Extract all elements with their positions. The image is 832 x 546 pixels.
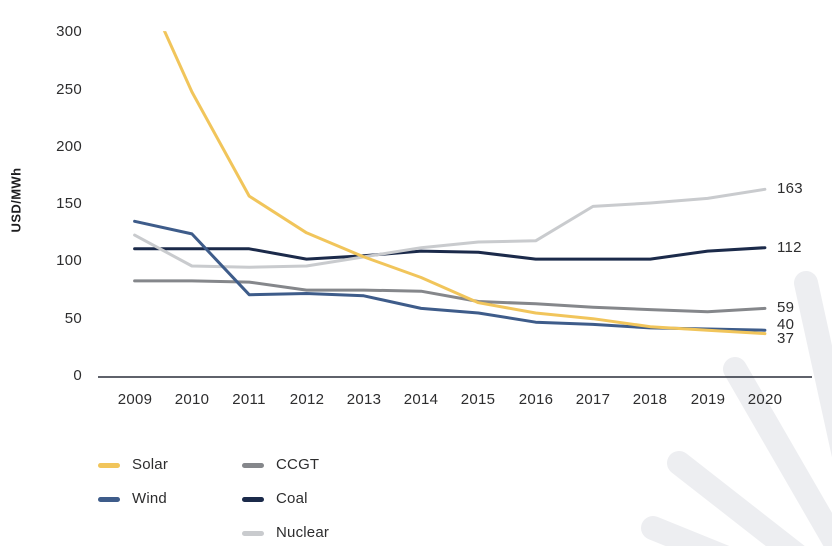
legend-swatch-solar [98, 462, 120, 468]
end-value-label-59: 59 [777, 299, 795, 316]
y-tick-label-50: 50 [64, 310, 82, 327]
y-tick-label-0: 0 [73, 367, 82, 384]
legend-label-coal: Coal [276, 490, 308, 507]
x-tick-label-2017: 2017 [575, 391, 611, 408]
y-tick-label-100: 100 [56, 252, 82, 269]
x-tick-label-2015: 2015 [460, 391, 496, 408]
x-tick-label-2011: 2011 [232, 391, 266, 408]
y-tick-label-250: 250 [56, 81, 82, 98]
x-tick-label-2019: 2019 [690, 391, 726, 408]
x-tick-label-2014: 2014 [403, 391, 439, 408]
legend-swatch-nuclear [242, 530, 264, 536]
legend-label-nuclear: Nuclear [276, 524, 330, 541]
end-value-label-112: 112 [777, 239, 802, 256]
legend-label-ccgt: CCGT [276, 456, 320, 473]
x-tick-label-2020: 2020 [747, 391, 783, 408]
legend-label-solar: Solar [132, 456, 169, 473]
legend-swatch-wind [98, 496, 120, 502]
legend-swatch-ccgt [242, 462, 264, 468]
x-tick-label-2018: 2018 [632, 391, 668, 408]
y-tick-label-300: 300 [56, 23, 82, 40]
x-tick-label-2009: 2009 [117, 391, 153, 408]
series-line-nuclear [133, 187, 767, 269]
x-tick-label-2016: 2016 [518, 391, 554, 408]
end-value-label-40: 40 [777, 316, 795, 333]
series-line-solar [162, 31, 767, 336]
series-line-ccgt [133, 279, 767, 314]
legend-swatch-coal [242, 496, 264, 502]
x-tick-label-2012: 2012 [289, 391, 325, 408]
end-value-label-163: 163 [777, 180, 803, 197]
x-tick-label-2010: 2010 [174, 391, 210, 408]
end-value-label-37: 37 [777, 330, 795, 347]
series-line-coal [133, 246, 767, 261]
y-tick-label-150: 150 [56, 195, 82, 212]
legend-label-wind: Wind [132, 490, 167, 507]
y-tick-label-200: 200 [56, 138, 82, 155]
x-tick-label-2013: 2013 [346, 391, 382, 408]
